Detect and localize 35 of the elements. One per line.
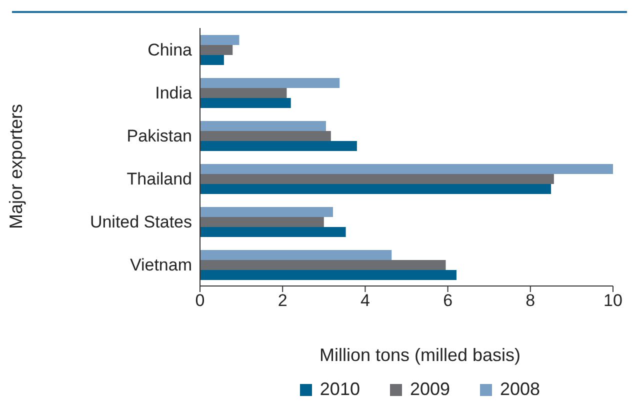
bar bbox=[200, 55, 224, 65]
y-tick-label: Pakistan bbox=[126, 126, 192, 146]
bar bbox=[200, 164, 613, 174]
y-tick-label: Vietnam bbox=[130, 256, 192, 275]
x-axis-title: Million tons (milled basis) bbox=[318, 345, 522, 366]
bar bbox=[200, 217, 324, 227]
bar bbox=[200, 184, 552, 194]
bar bbox=[200, 227, 346, 237]
y-tick-label: United States bbox=[90, 212, 192, 232]
bar bbox=[200, 98, 291, 108]
bar bbox=[200, 270, 456, 280]
bar bbox=[200, 121, 326, 131]
bar bbox=[200, 45, 233, 55]
y-tick-label: India bbox=[155, 84, 193, 103]
bar bbox=[200, 78, 340, 88]
legend-label: 2009 bbox=[410, 379, 450, 400]
bar bbox=[200, 141, 357, 151]
bar bbox=[200, 250, 392, 260]
x-tick-label: 8 bbox=[526, 291, 536, 310]
bar bbox=[200, 131, 331, 141]
bar bbox=[200, 207, 333, 217]
bar bbox=[200, 35, 240, 45]
x-tick-label: 2 bbox=[278, 291, 288, 310]
x-tick-label: 4 bbox=[360, 291, 370, 310]
legend-label: 2008 bbox=[500, 379, 540, 400]
y-tick-label: Thailand bbox=[126, 170, 192, 189]
x-tick-label: 0 bbox=[195, 291, 205, 310]
bar bbox=[200, 174, 554, 184]
y-axis-title: Major exporters bbox=[6, 103, 28, 229]
x-tick-label: 10 bbox=[604, 291, 622, 310]
bar bbox=[200, 88, 287, 98]
x-tick-label: 6 bbox=[443, 291, 453, 310]
legend-label: 2010 bbox=[320, 379, 360, 400]
y-tick-label: China bbox=[148, 40, 193, 60]
bar bbox=[200, 260, 446, 270]
